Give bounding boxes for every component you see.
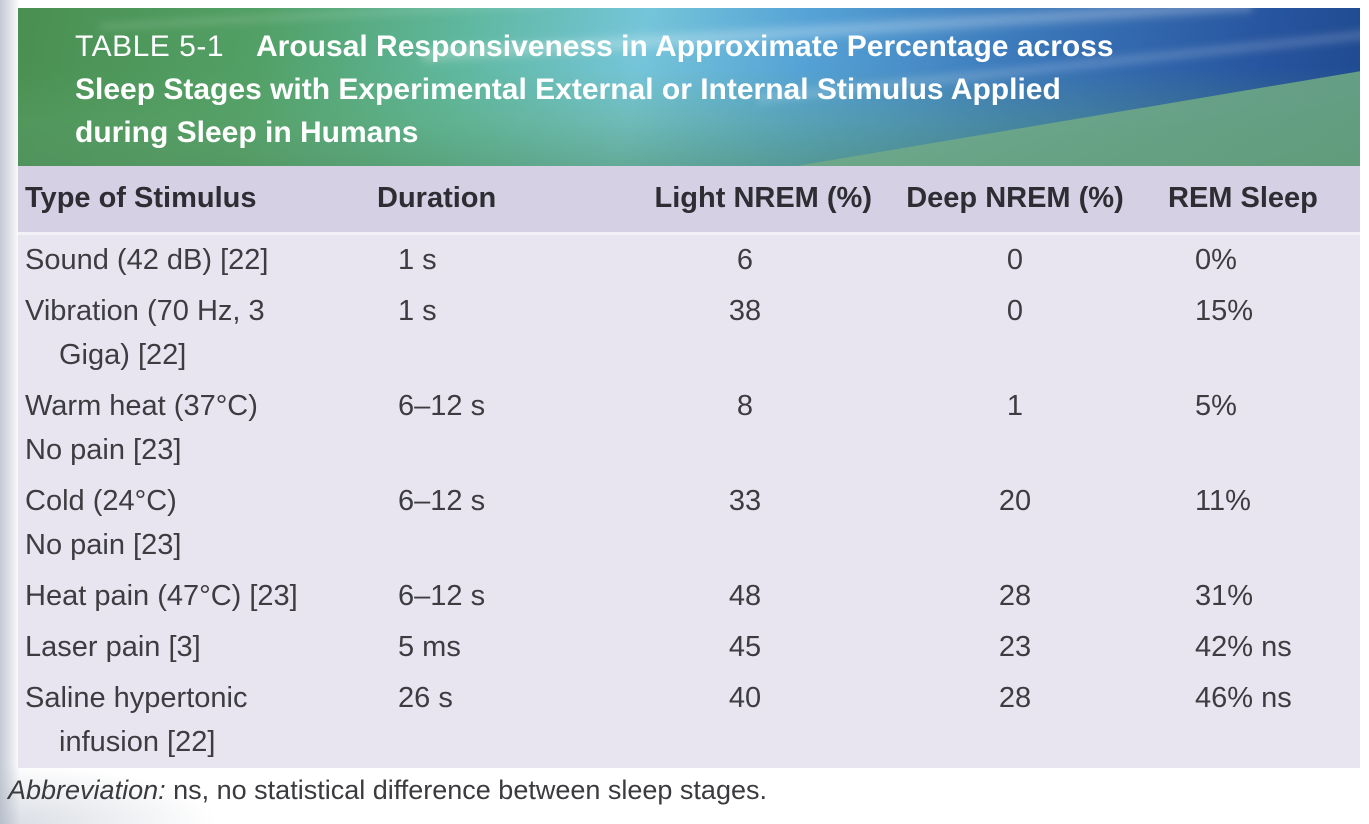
stimulus-line: Saline hypertonic — [25, 681, 248, 714]
cell-stimulus: Warm heat (37°C) No pain [23] — [18, 381, 370, 476]
table-row: Laser pain [3] 5 ms 45 23 42% ns — [18, 622, 1360, 673]
table-title-line-3: during Sleep in Humans — [75, 116, 419, 149]
cell-rem-sleep: 15% — [1195, 294, 1254, 327]
stimulus-line: Cold (24°C) — [25, 484, 177, 517]
cell-light-nrem: 48 — [728, 579, 762, 612]
table-row: Saline hypertonic infusion [22] 26 s 40 28 46… — [18, 673, 1360, 768]
cell-duration: 6–12 s — [398, 389, 486, 422]
table-card: TABLE 5-1 Arousal Responsiveness in Appro… — [18, 8, 1360, 768]
cell-deep-nrem: 20 — [998, 484, 1032, 517]
stimulus-line: Heat pain (47°C) [23] — [25, 579, 298, 612]
cell-light-nrem: 6 — [736, 243, 754, 276]
cell-duration: 6–12 s — [398, 484, 486, 517]
table-row: Vibration (70 Hz, 3 Giga) [22] 1 s 38 0 15% — [18, 286, 1360, 381]
table-row: Warm heat (37°C) No pain [23] 6–12 s 8 1 5% — [18, 381, 1360, 476]
cell-deep-nrem: 23 — [998, 630, 1032, 663]
stimulus-line: Sound (42 dB) [22] — [25, 243, 269, 276]
stimulus-line: Warm heat (37°C) — [25, 389, 258, 422]
cell-stimulus: Vibration (70 Hz, 3 Giga) [22] — [18, 286, 370, 381]
table-row: Heat pain (47°C) [23] 6–12 s 48 28 31% — [18, 571, 1360, 622]
cell-deep-nrem: 0 — [1006, 243, 1024, 276]
cell-rem-sleep: 11% — [1195, 484, 1251, 517]
cell-duration: 26 s — [398, 681, 453, 714]
table-title: TABLE 5-1 Arousal Responsiveness in Appro… — [18, 8, 1360, 154]
cell-light-nrem: 40 — [728, 681, 762, 714]
cell-duration: 1 s — [398, 243, 437, 276]
stimulus-line: Laser pain [3] — [25, 630, 201, 663]
column-header-duration: Duration — [370, 166, 610, 235]
column-header-rem-sleep: REM Sleep — [1150, 166, 1360, 235]
cell-deep-nrem: 28 — [998, 579, 1032, 612]
table-header-row: Type of Stimulus Duration Light NREM (%)… — [18, 166, 1360, 235]
cell-deep-nrem: 28 — [998, 681, 1032, 714]
cell-stimulus: Laser pain [3] — [18, 622, 370, 673]
cell-stimulus: Saline hypertonic infusion [22] — [18, 673, 370, 768]
cell-light-nrem: 38 — [728, 294, 762, 327]
table-body: Sound (42 dB) [22] 1 s 6 0 0% Vibration (70 H… — [18, 233, 1360, 768]
cell-rem-sleep: 31% — [1195, 579, 1254, 612]
column-header-type-of-stimulus: Type of Stimulus — [18, 166, 370, 235]
cell-rem-sleep: 42% ns — [1195, 630, 1292, 663]
stimulus-line: infusion [22] — [59, 725, 216, 758]
footnote-label: Abbreviation: — [8, 775, 166, 805]
column-header-deep-nrem: Deep NREM (%) — [880, 166, 1150, 235]
cell-deep-nrem: 0 — [1006, 294, 1024, 327]
cell-rem-sleep: 46% ns — [1195, 681, 1292, 714]
cell-light-nrem: 8 — [736, 389, 754, 422]
cell-rem-sleep: 0% — [1195, 243, 1237, 276]
table-row: Cold (24°C) No pain [23] 6–12 s 33 20 11% — [18, 476, 1360, 571]
cell-duration: 6–12 s — [398, 579, 486, 612]
table-title-line-1: TABLE 5-1 Arousal Responsiveness in Appro… — [75, 25, 1320, 68]
data-table: Type of Stimulus Duration Light NREM (%)… — [18, 166, 1360, 768]
cell-stimulus: Cold (24°C) No pain [23] — [18, 476, 370, 571]
cell-light-nrem: 45 — [728, 630, 762, 663]
cell-light-nrem: 33 — [728, 484, 762, 517]
stimulus-line: Vibration (70 Hz, 3 — [25, 294, 265, 327]
cell-duration: 5 ms — [398, 630, 461, 663]
table-header-band: TABLE 5-1 Arousal Responsiveness in Appro… — [18, 8, 1360, 166]
cell-deep-nrem: 1 — [1006, 389, 1024, 422]
footnote-text: ns, no statistical difference between sl… — [173, 775, 767, 805]
cell-stimulus: Heat pain (47°C) [23] — [18, 571, 370, 622]
cell-rem-sleep: 5% — [1195, 389, 1237, 422]
cell-duration: 1 s — [398, 294, 437, 327]
table-row: Sound (42 dB) [22] 1 s 6 0 0% — [18, 233, 1360, 286]
table-number-label: TABLE 5-1 — [75, 30, 225, 63]
column-header-light-nrem: Light NREM (%) — [610, 166, 880, 235]
table-title-line-2: Sleep Stages with Experimental External … — [75, 73, 1061, 106]
stimulus-line: Giga) [22] — [59, 338, 187, 371]
stimulus-line: No pain [23] — [25, 433, 182, 466]
table-footnote: Abbreviation: ns, no statistical differe… — [8, 774, 767, 806]
table-title-text: Arousal Responsiveness in Approximate Pe… — [256, 30, 1114, 63]
cell-stimulus: Sound (42 dB) [22] — [18, 233, 370, 286]
stimulus-line: No pain [23] — [25, 528, 182, 561]
page-left-shadow — [0, 0, 20, 824]
